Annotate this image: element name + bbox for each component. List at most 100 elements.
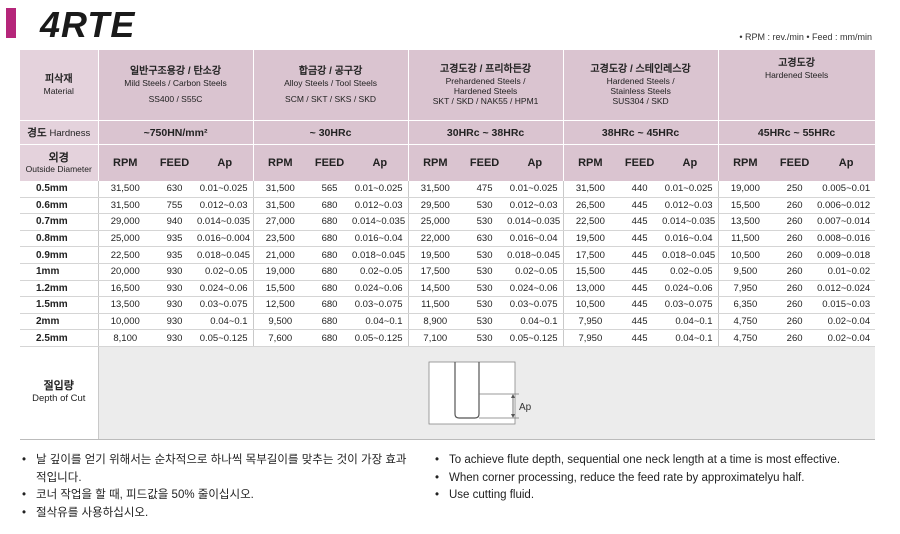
data-body: 0.5mm 31,500 630 0.01~0.025 31,500 565 0.01~0.… xyxy=(20,181,876,347)
feed-value-cell: 475 xyxy=(462,181,508,198)
notes-korean-list: 날 깊이를 얻기 위해서는 순차적으로 하나씩 목부길이를 맞추는 것이 가장 … xyxy=(20,452,410,522)
diameter-cell: 0.9mm xyxy=(20,246,99,264)
feed-value-cell: 445 xyxy=(617,329,663,347)
hardness-row: 경도 Hardness ~750HN/mm² ~ 30HRc 30HRc ~ 3… xyxy=(20,120,876,145)
feed-value-cell: 930 xyxy=(152,263,197,281)
rpm-value-cell: 7,600 xyxy=(253,329,308,347)
col-ap-3: Ap xyxy=(662,144,719,181)
ap-value-cell: 0.014~0.035 xyxy=(662,213,719,231)
feed-value-cell: 530 xyxy=(462,197,508,215)
rpm-value-cell: 7,100 xyxy=(408,329,463,347)
feed-value-cell: 630 xyxy=(462,230,508,248)
title-accent-bar xyxy=(6,8,16,38)
rpm-value-cell: 10,500 xyxy=(563,296,618,314)
rpm-value-cell: 26,500 xyxy=(563,197,618,215)
ap-value-cell: 0.024~0.06 xyxy=(197,280,254,298)
rpm-value-cell: 12,500 xyxy=(253,296,308,314)
feed-value-cell: 630 xyxy=(152,181,197,198)
note-item: 날 깊이를 얻기 위해서는 순차적으로 하나씩 목부길이를 맞추는 것이 가장 … xyxy=(20,452,410,487)
ap-value-cell: 0.01~0.02 xyxy=(817,263,876,281)
notes-english: To achieve flute depth, sequential one n… xyxy=(433,452,883,505)
diameter-cell: 2mm xyxy=(20,313,99,331)
ap-value-cell: 0.009~0.018 xyxy=(817,246,876,264)
feed-value-cell: 935 xyxy=(152,246,197,264)
rpm-value-cell: 6,350 xyxy=(718,296,773,314)
ap-value-cell: 0.03~0.075 xyxy=(507,296,564,314)
feed-value-cell: 680 xyxy=(307,329,353,347)
table-row: 1.2mm 16,500 930 0.024~0.06 15,500 680 0.024~0… xyxy=(20,280,876,298)
feed-value-cell: 260 xyxy=(772,197,818,215)
material-label-cell: 피삭재 Material xyxy=(20,50,99,121)
rpm-value-cell: 31,500 xyxy=(563,181,618,198)
feed-value-cell: 250 xyxy=(772,181,818,198)
ap-value-cell: 0.012~0.024 xyxy=(817,280,876,298)
ap-value-cell: 0.02~0.04 xyxy=(817,329,876,347)
rpm-value-cell: 31,500 xyxy=(98,197,152,215)
rpm-value-cell: 9,500 xyxy=(253,313,308,331)
feed-value-cell: 680 xyxy=(307,313,353,331)
ap-value-cell: 0.016~0.04 xyxy=(352,230,409,248)
col-ap-2: Ap xyxy=(507,144,564,181)
note-item: When corner processing, reduce the feed … xyxy=(433,470,883,488)
feed-value-cell: 930 xyxy=(152,280,197,298)
ap-value-cell: 0.04~0.1 xyxy=(352,313,409,331)
diameter-cell: 2.5mm xyxy=(20,329,99,347)
rpm-value-cell: 14,500 xyxy=(408,280,463,298)
ap-value-cell: 0.024~0.06 xyxy=(352,280,409,298)
diameter-cell: 0.6mm xyxy=(20,197,99,215)
feed-value-cell: 260 xyxy=(772,280,818,298)
ap-value-cell: 0.014~0.035 xyxy=(197,213,254,231)
ap-value-cell: 0.05~0.125 xyxy=(352,329,409,347)
rpm-value-cell: 10,500 xyxy=(718,246,773,264)
ap-value-cell: 0.05~0.125 xyxy=(197,329,254,347)
ap-value-cell: 0.01~0.025 xyxy=(662,181,719,198)
feed-value-cell: 530 xyxy=(462,263,508,281)
notes-english-list: To achieve flute depth, sequential one n… xyxy=(433,452,883,505)
feed-value-cell: 445 xyxy=(617,230,663,248)
feed-value-cell: 755 xyxy=(152,197,197,215)
note-item: Use cutting fluid. xyxy=(433,487,883,505)
rpm-value-cell: 7,950 xyxy=(718,280,773,298)
rpm-value-cell: 11,500 xyxy=(408,296,463,314)
depth-of-cut-diagram: Ap xyxy=(428,361,531,425)
ap-value-cell: 0.014~0.035 xyxy=(352,213,409,231)
col-feed-3: FEED xyxy=(617,144,663,181)
ap-value-cell: 0.02~0.05 xyxy=(352,263,409,281)
col-rpm-4: RPM xyxy=(718,144,773,181)
feed-value-cell: 930 xyxy=(152,313,197,331)
feed-value-cell: 930 xyxy=(152,296,197,314)
ap-value-cell: 0.04~0.1 xyxy=(507,313,564,331)
col-ap-1: Ap xyxy=(352,144,409,181)
feed-value-cell: 530 xyxy=(462,329,508,347)
table-row: 0.7mm 29,000 940 0.014~0.035 27,000 680 0.014~… xyxy=(20,213,876,231)
rpm-value-cell: 20,000 xyxy=(98,263,152,281)
ap-value-cell: 0.008~0.016 xyxy=(817,230,876,248)
rpm-value-cell: 8,900 xyxy=(408,313,463,331)
feed-value-cell: 680 xyxy=(307,296,353,314)
table-row: 1mm 20,000 930 0.02~0.05 19,000 680 0.02~0.05 1… xyxy=(20,263,876,281)
material-header-2: 고경도강 / 프리하든강 Prehardened Steels / Harden… xyxy=(408,50,564,121)
rpm-value-cell: 31,500 xyxy=(98,181,152,198)
ap-value-cell: 0.02~0.05 xyxy=(662,263,719,281)
rpm-value-cell: 19,000 xyxy=(253,263,308,281)
col-feed-2: FEED xyxy=(462,144,508,181)
feed-value-cell: 260 xyxy=(772,213,818,231)
page-title: 4RTE xyxy=(40,4,136,45)
feed-value-cell: 680 xyxy=(307,230,353,248)
od-label-cell: 외경 Outside Diameter xyxy=(20,144,99,181)
depth-of-cut-row: 절입량 Depth of Cut Ap xyxy=(20,345,876,440)
hardness-cell-3: 38HRc ~ 45HRc xyxy=(563,120,719,145)
rpm-value-cell: 17,500 xyxy=(563,246,618,264)
table-row: 2mm 10,000 930 0.04~0.1 9,500 680 0.04~0.1 8,90… xyxy=(20,313,876,331)
ap-value-cell: 0.03~0.075 xyxy=(197,296,254,314)
material-header-row: 피삭재 Material 일반구조용강 / 탄소강 Mild Steels / … xyxy=(20,50,876,121)
ap-value-cell: 0.03~0.075 xyxy=(662,296,719,314)
note-item: 코너 작업을 할 때, 피드값을 50% 줄이십시오. xyxy=(20,487,410,505)
rpm-value-cell: 22,500 xyxy=(98,246,152,264)
material-header-4: 고경도강 Hardened Steels xyxy=(718,50,876,121)
rpm-value-cell: 29,500 xyxy=(408,197,463,215)
rpm-value-cell: 19,500 xyxy=(563,230,618,248)
hardness-label-cell: 경도 Hardness xyxy=(20,120,99,145)
feed-value-cell: 930 xyxy=(152,329,197,347)
feed-value-cell: 260 xyxy=(772,246,818,264)
